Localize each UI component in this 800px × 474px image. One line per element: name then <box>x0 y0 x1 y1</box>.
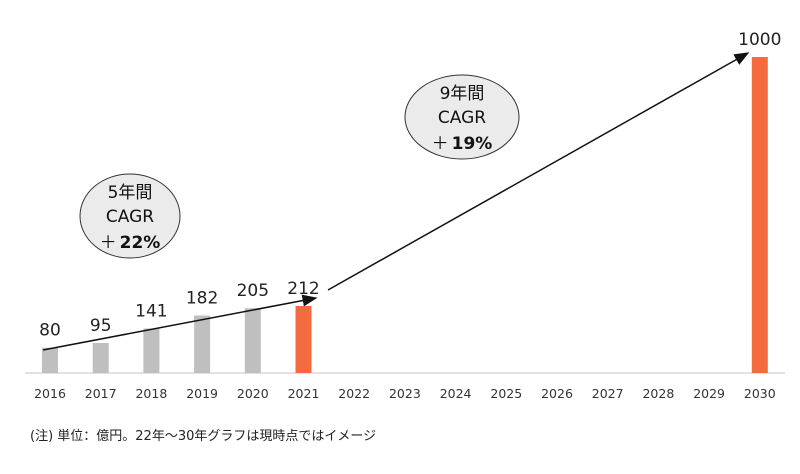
value-label: 1000 <box>738 30 781 50</box>
footnote: (注) 単位：億円。22年～30年グラフは現時点ではイメージ <box>30 428 376 444</box>
value-label: 95 <box>90 316 112 336</box>
x-tick-label: 2029 <box>693 386 725 401</box>
cagr-bubble-9yr: 9年間 CAGR ＋ 19% <box>404 74 520 160</box>
x-tick-label: 2023 <box>389 386 421 401</box>
value-label: 80 <box>39 321 61 341</box>
bar-2018 <box>143 328 160 373</box>
x-tick-label: 2018 <box>135 386 167 401</box>
cagr-bubble-5yr: 5年間 CAGR ＋ 22% <box>79 173 181 259</box>
bar-2016 <box>42 347 58 373</box>
x-tick-label: 2019 <box>186 386 218 401</box>
bubble-cagr: CAGR <box>438 108 486 128</box>
value-label: 141 <box>135 301 167 321</box>
value-label: 212 <box>287 279 319 299</box>
value-label: 182 <box>186 288 218 308</box>
bar-2020 <box>244 308 261 373</box>
bubble-cagr: CAGR <box>106 207 154 227</box>
growth-arrow-2016-2021 <box>42 294 318 351</box>
bar-2017 <box>92 342 109 373</box>
bubble-period: 9年間 <box>440 84 485 104</box>
bar-2021 <box>295 306 312 373</box>
x-tick-label: 2021 <box>288 386 320 401</box>
value-label: 205 <box>237 281 269 301</box>
bar-2030 <box>751 57 768 373</box>
x-tick-label: 2022 <box>338 386 370 401</box>
bar-2019 <box>194 315 211 373</box>
x-tick-label: 2026 <box>541 386 573 401</box>
x-tick-label: 2020 <box>237 386 269 401</box>
x-tick-label: 2028 <box>642 386 674 401</box>
bubble-rate: ＋ 22% <box>100 233 161 253</box>
bubble-rate: ＋ 19% <box>432 134 493 154</box>
x-tick-label: 2027 <box>592 386 624 401</box>
x-tick-label: 2016 <box>34 386 66 401</box>
x-tick-label: 2024 <box>440 386 472 401</box>
x-tick-label: 2030 <box>744 386 776 401</box>
x-tick-label: 2025 <box>490 386 522 401</box>
x-tick-label: 2017 <box>85 386 117 401</box>
growth-arrow-2021-2030 <box>327 52 750 291</box>
bubble-period: 5年間 <box>108 183 153 203</box>
